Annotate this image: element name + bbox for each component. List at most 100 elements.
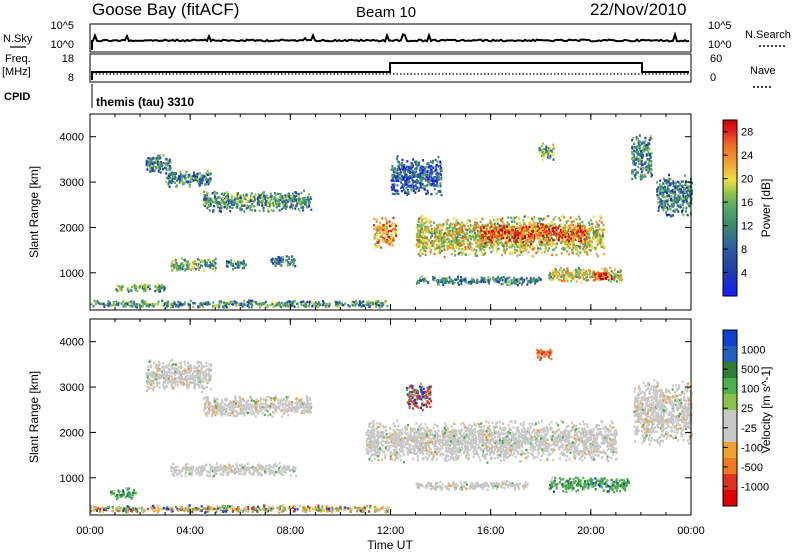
power-cell — [488, 235, 491, 238]
power-cell — [641, 156, 643, 159]
power-cell — [128, 302, 131, 305]
power-cell — [665, 181, 668, 184]
power-cell — [381, 304, 384, 308]
power-cell — [510, 220, 513, 223]
power-cell — [179, 268, 181, 271]
power-cell — [428, 179, 430, 183]
power-cell — [528, 279, 530, 283]
power-cell — [93, 299, 96, 303]
power-cell — [292, 196, 295, 199]
power-cell — [650, 160, 653, 163]
power-cell — [448, 281, 451, 284]
power-cell — [397, 177, 400, 180]
power-cell — [592, 270, 595, 273]
power-cell — [394, 189, 397, 192]
power-cell — [155, 288, 158, 292]
power-cell — [571, 250, 574, 254]
power-cell — [187, 180, 190, 184]
power-cell — [375, 220, 378, 223]
power-cell — [507, 280, 510, 283]
power-cell — [504, 241, 507, 244]
power-cell — [471, 279, 474, 282]
power-cell — [468, 247, 471, 250]
power-cell — [506, 221, 509, 224]
power-cell — [208, 303, 211, 306]
power-cell — [503, 249, 505, 253]
power-cell — [440, 245, 443, 248]
power-cell — [112, 301, 115, 304]
power-cell — [454, 222, 457, 225]
power-cell — [243, 265, 246, 268]
power-cell — [403, 165, 405, 169]
power-cell — [477, 242, 480, 245]
power-cell — [388, 240, 391, 243]
power-cell — [434, 177, 437, 180]
power-cell — [280, 195, 283, 198]
power-cell — [589, 243, 592, 246]
power-cell — [168, 185, 171, 188]
power-cell — [411, 176, 414, 180]
power-cell — [242, 204, 245, 207]
power-cell — [220, 201, 223, 205]
power-cell — [479, 238, 481, 242]
power-cell — [424, 245, 426, 249]
power-cell — [266, 197, 269, 200]
power-cell — [496, 237, 499, 240]
power-cell — [423, 184, 426, 188]
power-cell — [456, 221, 459, 225]
power-cell — [277, 198, 280, 201]
power-cell — [262, 209, 265, 212]
power-cell — [430, 227, 433, 231]
power-cell — [234, 266, 237, 270]
power-cell — [582, 268, 585, 271]
power-cell — [210, 266, 213, 269]
power-cell — [650, 173, 653, 176]
power-cell — [468, 227, 471, 231]
power-cell — [416, 279, 419, 283]
power-cell — [541, 251, 543, 255]
power-cell — [286, 194, 289, 197]
power-cell — [136, 289, 139, 293]
power-cell — [671, 188, 674, 192]
power-cell — [600, 221, 603, 224]
power-cell — [445, 221, 448, 224]
power-cell — [486, 229, 489, 232]
power-cell — [554, 243, 557, 246]
power-cell — [414, 167, 417, 170]
power-cell — [188, 264, 191, 267]
power-cell — [518, 224, 521, 228]
power-cell — [378, 228, 381, 232]
power-cell — [600, 267, 603, 270]
power-cell — [529, 240, 532, 244]
power-cell — [505, 243, 508, 246]
power-cell — [429, 172, 432, 175]
power-cell — [214, 257, 217, 261]
power-cell — [561, 214, 564, 217]
power-cell — [461, 252, 464, 255]
power-cell — [490, 239, 493, 242]
power-cell — [566, 280, 569, 283]
power-cell — [450, 232, 453, 235]
power-cell — [487, 278, 490, 282]
power-cell — [429, 231, 432, 235]
power-cell — [157, 157, 160, 160]
power-cell — [458, 279, 461, 283]
power-cell — [570, 221, 573, 224]
power-cell — [475, 281, 478, 284]
power-cell — [425, 279, 428, 283]
power-cell — [475, 234, 478, 237]
power-cell — [532, 219, 535, 222]
power-cell — [589, 219, 592, 222]
power-cell — [538, 222, 541, 225]
power-cell — [234, 201, 237, 204]
power-cell — [256, 201, 259, 204]
power-cell — [573, 275, 576, 279]
power-cell — [411, 183, 414, 186]
power-cell — [277, 302, 280, 305]
power-cell — [248, 302, 250, 305]
power-cell — [267, 210, 270, 213]
power-cell — [587, 241, 590, 244]
power-cell — [510, 216, 513, 220]
power-cell — [413, 189, 415, 193]
power-cell — [497, 225, 499, 229]
